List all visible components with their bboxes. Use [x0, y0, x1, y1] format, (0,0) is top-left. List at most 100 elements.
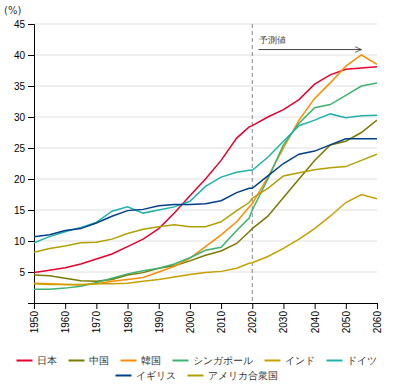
legend-item: アメリカ合衆国: [188, 370, 278, 381]
legend-label: アメリカ合衆国: [208, 370, 278, 381]
legend-swatch: [121, 360, 137, 362]
grid-line: [34, 86, 377, 87]
legend-item: 日本: [17, 355, 57, 366]
tick-label: 1960: [60, 311, 71, 334]
tick-label: 45: [14, 19, 26, 30]
legend-label: 韓国: [141, 355, 161, 366]
legend-item: 中国: [69, 355, 109, 366]
legend-label: ドイツ: [347, 355, 377, 366]
legend-swatch: [116, 375, 132, 377]
tick-mark: [221, 303, 222, 309]
series-line: [34, 154, 377, 252]
tick: 45: [14, 19, 34, 30]
tick: 2020: [247, 303, 258, 333]
x-axis: 1950 1960 1970 1980 1990 2000 2010 2020 2030 2040…: [29, 303, 383, 333]
tick: 1950: [29, 303, 40, 333]
series-line: [34, 139, 377, 237]
legend-label: 日本: [37, 355, 57, 366]
legend-item: インド: [265, 355, 315, 366]
tick-label: 1950: [29, 311, 40, 334]
legend-label: 中国: [89, 355, 109, 366]
tick-label: 2010: [216, 311, 227, 334]
tick: 2060: [372, 303, 383, 333]
tick-label: 35: [14, 81, 26, 92]
tick-label: 2030: [278, 311, 289, 334]
grid-line: [34, 148, 377, 149]
legend: 日本 中国 韓国 シンガポール インド ドイツイギリス アメリカ合衆国: [17, 355, 377, 381]
tick-label: 40: [14, 50, 26, 61]
tick: 2040: [310, 303, 321, 333]
legend-item: 韓国: [121, 355, 161, 366]
tick: 40: [14, 50, 34, 61]
series-line: [34, 67, 377, 273]
legend-item: ドイツ: [327, 355, 377, 366]
tick-label: 25: [14, 143, 26, 154]
tick-label: 15: [14, 205, 26, 216]
reference-line: [252, 24, 253, 303]
tick-mark: [28, 241, 34, 242]
tick-mark: [28, 117, 34, 118]
tick-mark: [377, 303, 378, 309]
grid-line: [34, 24, 377, 25]
tick-mark: [28, 24, 34, 25]
tick: 35: [14, 81, 34, 92]
tick: 1980: [123, 303, 134, 333]
tick-label: 5: [19, 267, 25, 278]
legend-label: インド: [285, 355, 315, 366]
legend-item: イギリス: [116, 370, 176, 381]
tick-mark: [315, 303, 316, 309]
tick-mark: [283, 303, 284, 309]
tick-label: 10: [14, 236, 26, 247]
tick-mark: [346, 303, 347, 309]
grid: [34, 24, 377, 272]
tick: 20: [14, 174, 34, 185]
tick-label: 2060: [372, 311, 383, 334]
tick-label: 2020: [247, 311, 258, 334]
tick-label: 1970: [91, 311, 102, 334]
legend-swatch: [327, 360, 343, 362]
tick-mark: [28, 272, 34, 273]
tick-label: 2040: [310, 311, 321, 334]
series-line: [34, 120, 377, 281]
tick-label: 1990: [154, 311, 165, 334]
tick: 5: [19, 267, 34, 278]
annotations: 予測値: [259, 35, 362, 50]
tick-mark: [28, 210, 34, 211]
tick: 2030: [278, 303, 289, 333]
legend-swatch: [265, 360, 281, 362]
tick-label: 20: [14, 174, 26, 185]
tick: 1990: [154, 303, 165, 333]
grid-line: [34, 210, 377, 211]
legend-item: シンガポール: [173, 355, 253, 366]
annotation: 予測値: [259, 35, 286, 45]
axis-title: (%): [4, 5, 21, 16]
tick-mark: [28, 55, 34, 56]
legend-swatch: [17, 360, 33, 362]
grid-line: [34, 117, 377, 118]
grid-line: [34, 55, 377, 56]
legend-swatch: [69, 360, 85, 362]
tick-mark: [28, 179, 34, 180]
marks: [34, 24, 377, 303]
tick-label: 1980: [123, 311, 134, 334]
tick: 2000: [185, 303, 196, 333]
tick-label: 2050: [341, 311, 352, 334]
tick-label: 2000: [185, 311, 196, 334]
tick: 1960: [60, 303, 71, 333]
tick: 15: [14, 205, 34, 216]
tick-mark: [128, 303, 129, 309]
tick-label: 30: [14, 112, 26, 123]
annotation-arrow: [259, 49, 362, 50]
tick: 25: [14, 143, 34, 154]
tick: 2010: [216, 303, 227, 333]
series-line: [34, 195, 377, 285]
legend-swatch: [173, 360, 189, 362]
y-axis: 5 10 15 20 25 30 35 40 45: [14, 19, 35, 304]
legend-label: シンガポール: [193, 355, 253, 366]
tick: 10: [14, 236, 34, 247]
grid-line: [34, 241, 377, 242]
tick-mark: [159, 303, 160, 309]
axis-line: [35, 304, 378, 310]
tick: 1970: [91, 303, 102, 333]
series-line: [34, 114, 377, 243]
